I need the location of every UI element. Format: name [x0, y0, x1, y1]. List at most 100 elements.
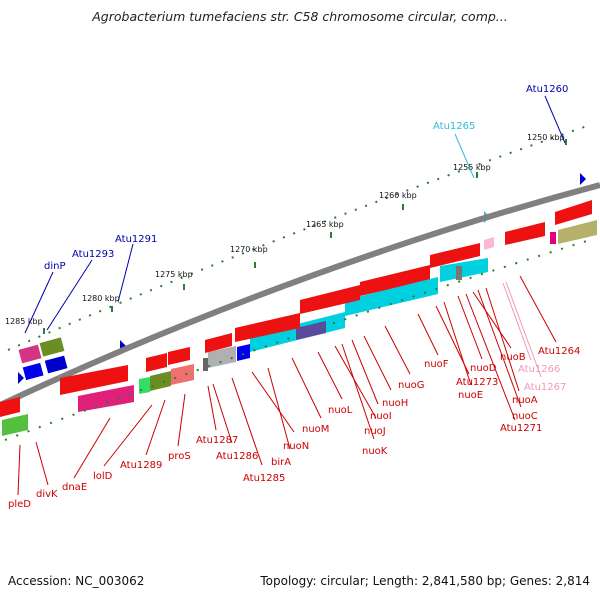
gene-green: [139, 377, 150, 394]
leader-line: [443, 301, 472, 386]
leader-line: [485, 287, 520, 392]
leader-line: [505, 281, 542, 378]
backbone: [0, 182, 600, 408]
gene-blue: [237, 344, 250, 361]
scale-ticks: [43, 139, 567, 334]
gene-salmon: [171, 364, 194, 385]
scale-tick: [565, 139, 567, 145]
gene-red: [0, 397, 20, 417]
leader-line: [472, 291, 512, 349]
leader-line: [363, 335, 392, 391]
marker-blue: [18, 372, 24, 384]
gene-red: [555, 200, 592, 225]
scale-tick: [43, 328, 45, 334]
leader-line: [17, 444, 21, 496]
gene-label: birA: [271, 457, 291, 468]
gene-label: proS: [168, 451, 191, 462]
genome-summary-text: Topology: circular; Length: 2,841,580 bp…: [260, 574, 590, 588]
gene-label: Atu1285: [243, 473, 285, 484]
gene-label: Atu1273: [456, 377, 498, 388]
leader-line: [519, 275, 557, 343]
gene-label: Atu1291: [115, 234, 157, 245]
gene-pink: [550, 232, 556, 244]
leader-line: [103, 404, 153, 467]
inner-strand-genes: [0, 200, 597, 436]
outer-strand-genes: [18, 173, 586, 384]
leader-line: [384, 325, 411, 375]
gene-label: nuoG: [398, 380, 425, 391]
leader-line: [291, 357, 322, 419]
accession-text: Accession: NC_003062: [8, 574, 145, 588]
leader-line: [465, 293, 516, 421]
gene-label: nuoE: [458, 390, 483, 401]
gene-label: nuoF: [424, 359, 449, 370]
gene-label: Atu1271: [500, 423, 542, 434]
scale-label: 1270 kbp: [230, 245, 268, 254]
gene-label: nuoK: [362, 446, 388, 457]
leader-line: [341, 343, 375, 440]
leader-line: [251, 371, 295, 433]
marker-blue: [580, 173, 586, 185]
scale-label: 1255 kbp: [453, 163, 491, 172]
gene-label: nuoH: [382, 398, 408, 409]
gene-red: [360, 265, 430, 296]
scale-label: 1280 kbp: [82, 294, 120, 303]
scale-label: 1265 kbp: [306, 220, 344, 229]
gene-label: Atu1260: [526, 84, 568, 95]
scale-label: 1260 kbp: [379, 191, 417, 200]
gene-label: nuoM: [302, 424, 329, 435]
gene-olive: [150, 371, 171, 391]
scale-tick: [254, 262, 256, 268]
gene-olive: [558, 220, 597, 244]
leader-line: [417, 313, 439, 356]
leader-line: [457, 295, 483, 360]
gene-pink-small: [484, 237, 494, 250]
gene-magenta: [78, 385, 134, 412]
leader-line: [212, 383, 233, 444]
leader-line: [477, 289, 522, 408]
gene-block: [22, 362, 44, 381]
gene-label: nuoL: [328, 405, 353, 416]
top-gene-labels: Atu1260 Atu1265 dinP Atu1293 Atu1291: [24, 84, 568, 334]
gene-label: Atu1287: [196, 435, 238, 446]
gene-red: [146, 353, 167, 372]
gene-label: nuoA: [512, 395, 538, 406]
gene-red: [430, 243, 480, 268]
gene-label: nuoD: [470, 363, 497, 374]
gene-cyan: [440, 258, 488, 282]
gene-label: Atu1293: [72, 249, 114, 260]
scale-tick: [402, 204, 404, 210]
leader-line: [502, 282, 532, 361]
map-title: Agrobacterium tumefaciens str. C58 chrom…: [92, 9, 508, 24]
gene-label: divK: [36, 489, 58, 500]
scale-label: 1275 kbp: [155, 270, 193, 279]
leader-line: [117, 243, 134, 303]
gene-label: nuoC: [512, 411, 538, 422]
gene-label: Atu1286: [216, 451, 258, 462]
gene-label: Atu1264: [538, 346, 580, 357]
gene-label: nuoN: [283, 441, 309, 452]
gene-label: dnaE: [62, 482, 87, 493]
gene-label: Atu1265: [433, 121, 475, 132]
gene-green: [2, 414, 28, 436]
gene-label: dinP: [44, 261, 66, 272]
gene-label: nuoB: [500, 352, 526, 363]
gene-red: [168, 347, 190, 365]
scale-arc: [7, 124, 591, 351]
gene-label: pleD: [8, 499, 31, 510]
leader-line: [544, 95, 566, 144]
leader-line: [35, 441, 49, 486]
scale-tick: [111, 306, 113, 312]
gene-grey: [456, 266, 462, 280]
leader-line: [24, 271, 54, 334]
gene-grey-dark: [203, 358, 208, 371]
leader-line: [231, 377, 263, 466]
gene-red: [300, 285, 360, 314]
scale-label: 1285 kbp: [5, 317, 43, 326]
leader-line: [454, 133, 475, 179]
leader-line: [177, 393, 186, 447]
gene-label: Atu1266: [518, 364, 560, 375]
leader-line: [46, 259, 93, 331]
leader-line: [267, 367, 291, 450]
